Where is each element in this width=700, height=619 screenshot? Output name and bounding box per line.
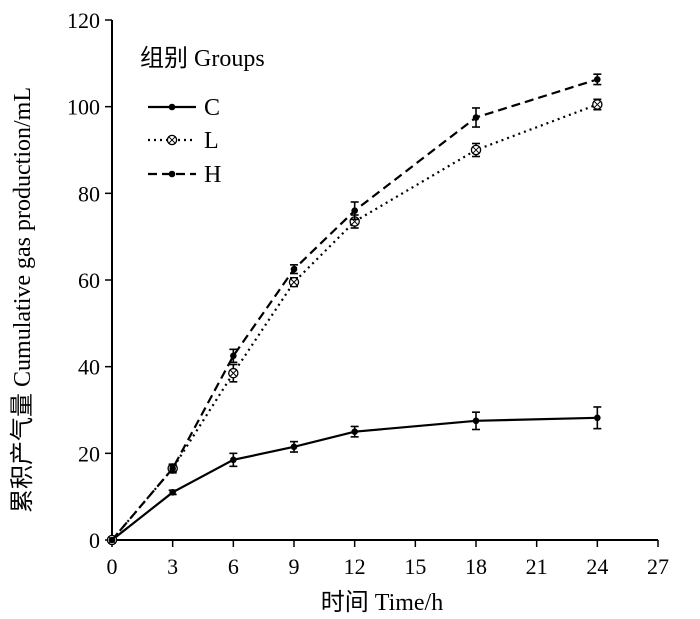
point-C	[290, 443, 298, 451]
series-L	[106, 98, 603, 546]
y-tick-label: 80	[78, 181, 100, 206]
series-H	[108, 73, 602, 544]
point-L	[592, 99, 603, 110]
y-tick-label: 0	[89, 528, 100, 553]
x-tick-label: 9	[289, 554, 300, 579]
point-C	[472, 417, 480, 425]
point-L	[228, 367, 239, 379]
x-tick-label: 18	[465, 554, 487, 579]
point-H	[230, 352, 237, 360]
point-L	[166, 134, 178, 146]
point-C	[594, 414, 601, 422]
x-tick-label: 0	[107, 554, 118, 579]
legend-title: 组别 Groups	[140, 45, 265, 72]
legend-label: C	[204, 95, 220, 121]
axes: 0 3 6 9 12 15 18 21 24 27 0 20 40 60 80 100 120	[67, 8, 669, 579]
point-C	[351, 428, 358, 435]
y-tick-label: 40	[78, 355, 100, 380]
x-axis-label: 时间 Time/h	[321, 589, 443, 616]
point-H	[168, 170, 176, 178]
y-tick-label: 60	[78, 268, 100, 293]
legend-label: H	[204, 162, 221, 188]
legend-item-H: H	[148, 162, 221, 188]
legend: 组别 Groups CLH	[140, 45, 265, 188]
x-tick-label: 15	[404, 554, 426, 579]
point-C	[230, 456, 237, 464]
legend-item-L: L	[148, 128, 219, 154]
y-axis-label: 累积产气量 Cumulative gas production/mL	[9, 87, 36, 513]
series-C	[108, 406, 602, 544]
x-tick-label: 24	[586, 554, 608, 579]
point-H	[594, 76, 601, 83]
x-tick-label: 21	[526, 554, 548, 579]
legend-label: L	[204, 128, 219, 154]
point-C	[169, 489, 176, 496]
point-H	[290, 265, 298, 273]
series-line-L	[111, 103, 598, 541]
x-tick-label: 12	[344, 554, 366, 579]
point-C	[168, 103, 176, 111]
point-H	[108, 536, 116, 544]
point-L	[470, 144, 482, 156]
point-L	[288, 276, 300, 288]
plot-area	[106, 73, 603, 546]
x-tick-label: 3	[167, 554, 178, 579]
x-tick-label: 6	[228, 554, 239, 579]
y-tick-label: 120	[67, 8, 100, 33]
y-tick-label: 20	[78, 441, 100, 466]
series-line-H	[111, 78, 598, 541]
point-H	[472, 114, 480, 121]
point-H	[169, 465, 176, 472]
legend-item-C: C	[148, 95, 220, 121]
x-tick-label: 27	[647, 554, 669, 579]
point-H	[351, 207, 358, 214]
y-tick-label: 100	[67, 95, 100, 120]
